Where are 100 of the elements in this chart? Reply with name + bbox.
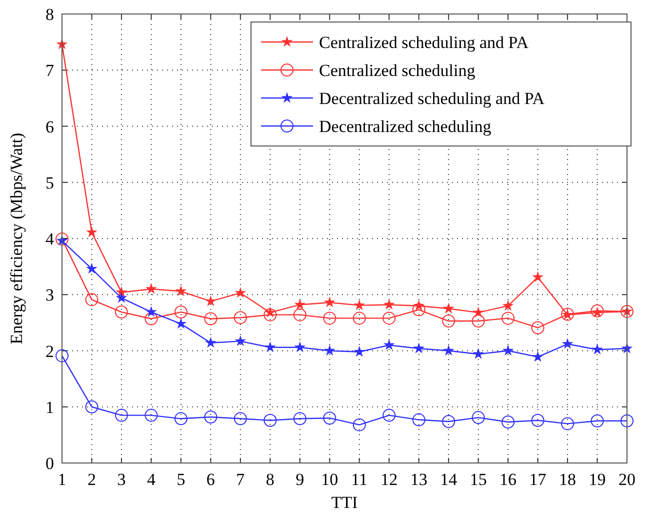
point [383, 298, 395, 310]
point [352, 312, 366, 325]
point [264, 414, 277, 427]
x-tick-label: 1 [58, 470, 66, 489]
x-tick-label: 6 [206, 470, 215, 489]
x-tick-label: 7 [236, 470, 246, 489]
point [413, 342, 425, 354]
x-tick-label: 13 [410, 470, 428, 489]
x-axis-title: TTI [331, 493, 358, 512]
point [175, 318, 187, 329]
x-tick-label: 8 [266, 470, 274, 489]
x-tick-label: 11 [351, 470, 368, 489]
x-tick-label: 18 [559, 470, 576, 489]
point [531, 414, 544, 427]
point [204, 410, 218, 424]
point [590, 414, 604, 428]
point [234, 412, 247, 426]
y-axis-title: Energy efficiency (Mbps/Watt) [7, 132, 26, 344]
y-tick-label: 5 [46, 173, 54, 192]
point [442, 414, 456, 428]
y-tick-label: 7 [46, 61, 54, 80]
point [146, 306, 157, 317]
legend-label: Centralized scheduling and PA [319, 33, 530, 52]
x-tick-label: 12 [380, 470, 398, 489]
x-tick-label: 15 [470, 470, 487, 489]
point [174, 306, 188, 319]
x-tick-label: 4 [146, 470, 156, 489]
point [442, 344, 454, 356]
x-tick-label: 9 [296, 470, 304, 489]
point [114, 306, 128, 319]
point [412, 413, 426, 426]
point [324, 296, 336, 308]
point [86, 226, 98, 238]
point [472, 411, 485, 424]
point [175, 285, 187, 296]
point [205, 336, 216, 348]
point [502, 416, 515, 429]
y-tick-label: 3 [46, 286, 54, 305]
point [85, 400, 98, 414]
point [323, 412, 336, 425]
point [144, 312, 158, 326]
point [264, 308, 277, 322]
point [442, 314, 456, 328]
legend-label: Centralized scheduling [319, 61, 476, 80]
y-tick-label: 6 [46, 117, 54, 136]
y-tick-label: 8 [46, 5, 54, 24]
point [354, 299, 366, 310]
x-tick-label: 2 [87, 470, 96, 489]
point [293, 308, 306, 322]
legend-label: Decentralized scheduling [319, 117, 492, 136]
point [382, 408, 396, 422]
point [532, 271, 544, 282]
legend-label: Decentralized scheduling and PA [319, 89, 546, 108]
x-tick-label: 3 [117, 470, 126, 489]
point [234, 286, 246, 298]
x-tick-label: 16 [500, 470, 517, 489]
point [532, 350, 544, 362]
point [144, 408, 158, 422]
y-tick-label: 0 [46, 454, 54, 473]
point [502, 312, 515, 325]
x-tick-label: 10 [321, 470, 338, 489]
point [502, 344, 514, 356]
point [561, 417, 574, 430]
x-tick-label: 14 [440, 470, 458, 489]
point [293, 412, 306, 426]
point [85, 293, 98, 306]
point [352, 418, 366, 432]
x-tick-label: 19 [588, 470, 606, 489]
point [442, 302, 454, 314]
point [146, 283, 157, 294]
point [234, 335, 246, 346]
point [116, 292, 128, 303]
point [502, 300, 514, 311]
point [590, 304, 604, 318]
point [472, 348, 484, 359]
point [324, 344, 336, 356]
point [294, 341, 306, 352]
point [383, 339, 395, 350]
y-tick-label: 4 [46, 230, 54, 248]
point [620, 414, 634, 428]
point [204, 312, 218, 326]
point [294, 298, 306, 310]
x-tick-label: 17 [529, 470, 547, 489]
point [472, 314, 485, 328]
x-tick-label: 20 [618, 470, 636, 489]
point [264, 341, 276, 352]
point [323, 312, 336, 325]
point [562, 338, 574, 349]
y-tick-label: 2 [46, 342, 54, 361]
point [234, 311, 247, 324]
y-tick-label: 1 [46, 398, 54, 417]
point [592, 344, 603, 354]
point [86, 262, 98, 274]
x-tick-label: 5 [176, 470, 186, 489]
point [382, 312, 396, 325]
point [205, 295, 216, 306]
point [412, 303, 426, 316]
point [114, 408, 128, 422]
point [174, 412, 188, 426]
point [354, 346, 366, 357]
